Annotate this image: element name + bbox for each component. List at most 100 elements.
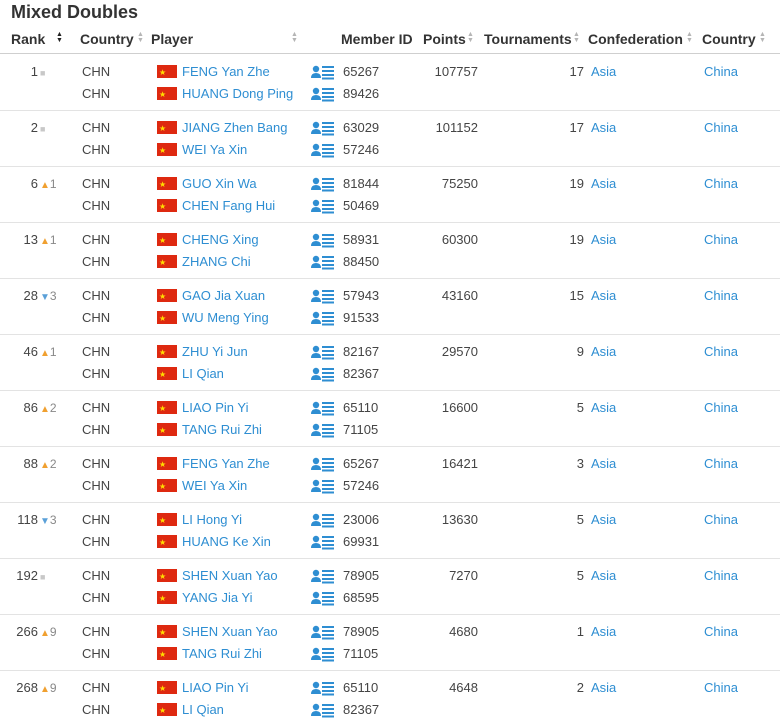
player-link[interactable]: LIAO Pin Yi [182,680,249,695]
profile-card-icon[interactable] [311,173,335,195]
country-link[interactable]: China [704,568,738,583]
header-country-name[interactable]: Country [702,30,756,52]
profile-card-icon[interactable] [311,285,335,307]
player-pair: LI Hong Yi HUANG Ke Xin [157,509,271,554]
country-link[interactable]: China [704,64,738,79]
sort-icon[interactable]: ▲ ▼ [137,31,144,44]
sort-icon[interactable]: ▲ ▼ [467,31,474,44]
country-link[interactable]: China [704,344,738,359]
profile-card-icon[interactable] [311,397,335,419]
player-link[interactable]: FENG Yan Zhe [182,456,270,471]
player-pair: JIANG Zhen Bang WEI Ya Xin [157,117,288,162]
confederation-link[interactable]: Asia [591,120,617,135]
header-confederation[interactable]: Confederation [588,30,683,52]
country-link[interactable]: China [704,400,738,415]
player-link[interactable]: CHENG Xing [182,232,259,247]
profile-card-icon[interactable] [311,531,335,553]
confederation-link[interactable]: Asia [591,680,617,695]
profile-card-icon[interactable] [311,453,335,475]
profile-card-icon[interactable] [311,587,335,609]
country-code: CHN [82,366,111,381]
confederation-link[interactable]: Asia [591,288,617,303]
confederation-link[interactable]: Asia [591,512,617,527]
confederation-link[interactable]: Asia [591,624,617,639]
player-link[interactable]: TANG Rui Zhi [182,422,262,437]
confederation-link[interactable]: Asia [591,64,617,79]
country-link[interactable]: China [704,512,738,527]
confederation-link[interactable]: Asia [591,568,617,583]
player-link[interactable]: HUANG Dong Ping [182,86,294,101]
player-link[interactable]: CHEN Fang Hui [182,198,276,213]
profile-cards [311,61,335,105]
country-link[interactable]: China [704,232,738,247]
rank-up-icon: ▲ [40,180,50,191]
header-rank[interactable]: Rank [11,30,45,52]
profile-card-icon[interactable] [311,621,335,643]
sort-icon[interactable]: ▲ ▼ [291,31,298,44]
country-codes: CHN CHN [82,621,110,665]
profile-card-icon[interactable] [311,699,335,721]
sort-icon[interactable]: ▲ ▼ [759,31,766,44]
player-link[interactable]: WEI Ya Xin [182,478,248,493]
profile-card-icon[interactable] [311,565,335,587]
header-points[interactable]: Points [423,30,466,52]
profile-card-icon[interactable] [311,117,335,139]
sort-icon[interactable]: ▲ ▼ [686,31,693,44]
country-link[interactable]: China [704,624,738,639]
player-link[interactable]: FENG Yan Zhe [182,64,270,79]
profile-card-icon[interactable] [311,419,335,441]
confederation-link[interactable]: Asia [591,232,617,247]
player-link[interactable]: SHEN Xuan Yao [182,624,278,639]
sort-icon[interactable]: ▲ ▼ [573,31,580,44]
header-tournaments[interactable]: Tournaments [484,30,572,52]
header-player-label: Player [151,31,194,47]
player-link[interactable]: WEI Ya Xin [182,142,248,157]
profile-card-icon[interactable] [311,195,335,217]
profile-card-icon[interactable] [311,643,335,665]
player-link[interactable]: LI Qian [182,366,224,381]
points-value: 29570 [441,344,478,359]
player-link[interactable]: GUO Xin Wa [182,176,257,191]
confederation-link[interactable]: Asia [591,344,617,359]
country-link[interactable]: China [704,456,738,471]
player-link[interactable]: SHEN Xuan Yao [182,568,278,583]
profile-card-icon[interactable] [311,251,335,273]
header-country[interactable]: Country [80,30,134,52]
profile-card-icon[interactable] [311,363,335,385]
profile-cards [311,621,335,665]
country-link[interactable]: China [704,288,738,303]
player-link[interactable]: YANG Jia Yi [182,590,253,605]
profile-card-icon[interactable] [311,475,335,497]
profile-card-icon[interactable] [311,341,335,363]
member-id: 69931 [343,534,380,549]
player-link[interactable]: LI Hong Yi [182,512,242,527]
member-ids: 63029 57246 [343,117,379,161]
player-link[interactable]: GAO Jia Xuan [182,288,266,303]
confederation-link[interactable]: Asia [591,176,617,191]
player-link[interactable]: TANG Rui Zhi [182,646,262,661]
player-link[interactable]: WU Meng Ying [182,310,269,325]
profile-card-icon[interactable] [311,677,335,699]
confederation-link[interactable]: Asia [591,456,617,471]
confederation-link[interactable]: Asia [591,400,617,415]
header-member-id[interactable]: Member ID [341,30,413,52]
player-link[interactable]: LI Qian [182,702,224,717]
profile-card-icon[interactable] [311,83,335,105]
profile-card-icon[interactable] [311,229,335,251]
header-player[interactable]: Player [151,30,193,52]
player-link[interactable]: ZHANG Chi [182,254,251,269]
country-link[interactable]: China [704,680,738,695]
tournaments-value: 1 [576,624,584,639]
profile-cards [311,341,335,385]
player-link[interactable]: ZHU Yi Jun [182,344,248,359]
country-link[interactable]: China [704,176,738,191]
player-link[interactable]: HUANG Ke Xin [182,534,271,549]
player-link[interactable]: JIANG Zhen Bang [182,120,288,135]
country-link[interactable]: China [704,120,738,135]
player-link[interactable]: LIAO Pin Yi [182,400,249,415]
profile-card-icon[interactable] [311,139,335,161]
profile-card-icon[interactable] [311,509,335,531]
profile-card-icon[interactable] [311,307,335,329]
profile-card-icon[interactable] [311,61,335,83]
sort-desc-icon[interactable]: ▲ ▼ [56,31,63,44]
